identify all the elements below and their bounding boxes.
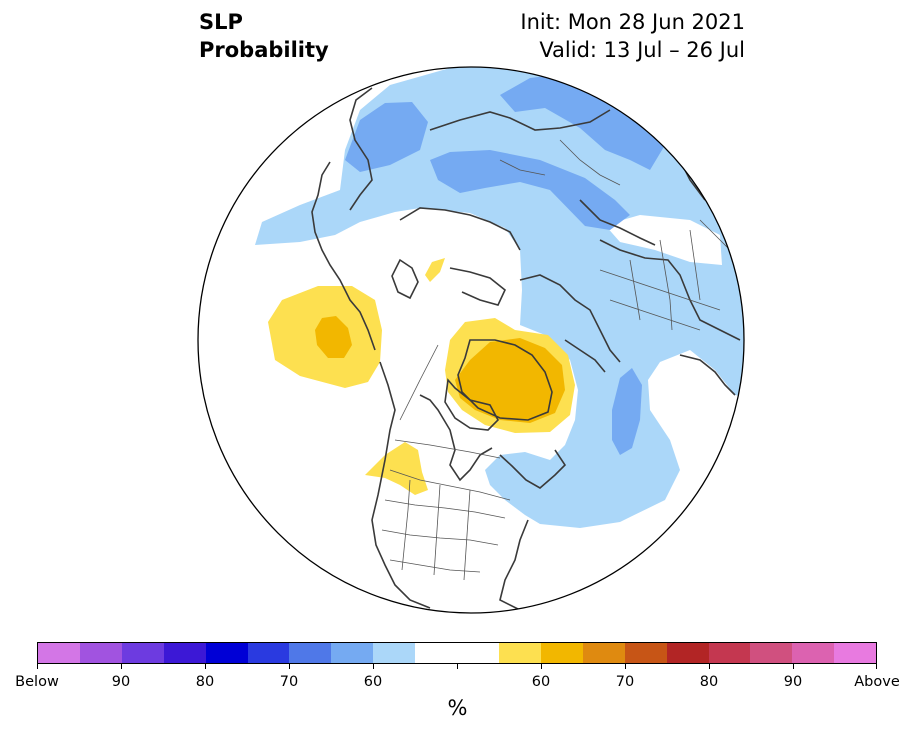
colorbar-swatch: [289, 643, 332, 663]
valid-range: Valid: 13 Jul – 26 Jul: [539, 38, 745, 62]
below-normal-core-atlantic: [612, 368, 642, 455]
colorbar-swatch: [498, 643, 541, 663]
above-normal-core-greenland: [455, 338, 565, 423]
colorbar-swatch: [415, 643, 458, 663]
colorbar-tick-label: Below: [15, 674, 59, 690]
colorbar-tick: [793, 664, 794, 669]
colorbar-tick-label: 80: [195, 674, 215, 690]
colorbar-swatch: [79, 643, 122, 663]
title-line-2: Probability: [199, 38, 329, 62]
colorbar-swatch: [457, 643, 499, 663]
colorbar-tick-label: 60: [363, 674, 383, 690]
colorbar-tick: [625, 664, 626, 669]
polar-map: [197, 66, 745, 614]
colorbar: [37, 642, 877, 664]
colorbar-swatch: [708, 643, 751, 663]
colorbar-swatch: [331, 643, 374, 663]
colorbar-swatch: [834, 643, 877, 663]
colorbar-tick-label: 60: [531, 674, 551, 690]
above-normal-core-pacific: [315, 316, 352, 358]
neutral-patch-east: [605, 215, 722, 265]
colorbar-swatch: [666, 643, 709, 663]
colorbar-tick-label: Above: [854, 674, 900, 690]
map-title: SLP Probability: [199, 8, 329, 64]
init-date: Init: Mon 28 Jun 2021: [520, 10, 745, 34]
colorbar-tick: [37, 664, 38, 669]
colorbar-tick-label: 80: [699, 674, 719, 690]
colorbar-swatch: [163, 643, 206, 663]
colorbar-tick-label: 70: [279, 674, 299, 690]
colorbar-tick-label: 70: [615, 674, 635, 690]
colorbar-swatch: [540, 643, 583, 663]
colorbar-tick: [709, 664, 710, 669]
init-valid-dates: Init: Mon 28 Jun 2021 Valid: 13 Jul – 26…: [520, 8, 745, 64]
map-boundary: [197, 66, 745, 614]
colorbar-swatch: [247, 643, 290, 663]
colorbar-tick-center: [457, 664, 458, 669]
colorbar-ticks: [37, 664, 877, 670]
colorbar-tick-label: 90: [111, 674, 131, 690]
colorbar-tick: [121, 664, 122, 669]
colorbar-swatch: [624, 643, 667, 663]
below-normal-core-west: [345, 102, 428, 172]
colorbar-swatch: [38, 643, 80, 663]
colorbar-tick: [289, 664, 290, 669]
colorbar-swatch: [373, 643, 416, 663]
above-normal-region-rockies: [365, 442, 428, 495]
colorbar-swatch: [121, 643, 164, 663]
colorbar-swatch: [792, 643, 835, 663]
colorbar-tick: [876, 664, 877, 669]
below-normal-core-north: [430, 150, 630, 230]
colorbar-tick: [373, 664, 374, 669]
colorbar-swatch: [582, 643, 625, 663]
colorbar-swatch: [205, 643, 248, 663]
title-line-1: SLP: [199, 10, 243, 34]
colorbar-unit: %: [447, 696, 468, 720]
colorbar-tick: [205, 664, 206, 669]
colorbar-tick: [541, 664, 542, 669]
above-normal-region-arctic: [425, 258, 445, 282]
map-disk: [198, 67, 744, 613]
colorbar-labels: Below 90 80 70 60 60 70 80 90 Above: [15, 674, 900, 692]
colorbar-swatch: [750, 643, 793, 663]
colorbar-tick-label: 90: [783, 674, 803, 690]
